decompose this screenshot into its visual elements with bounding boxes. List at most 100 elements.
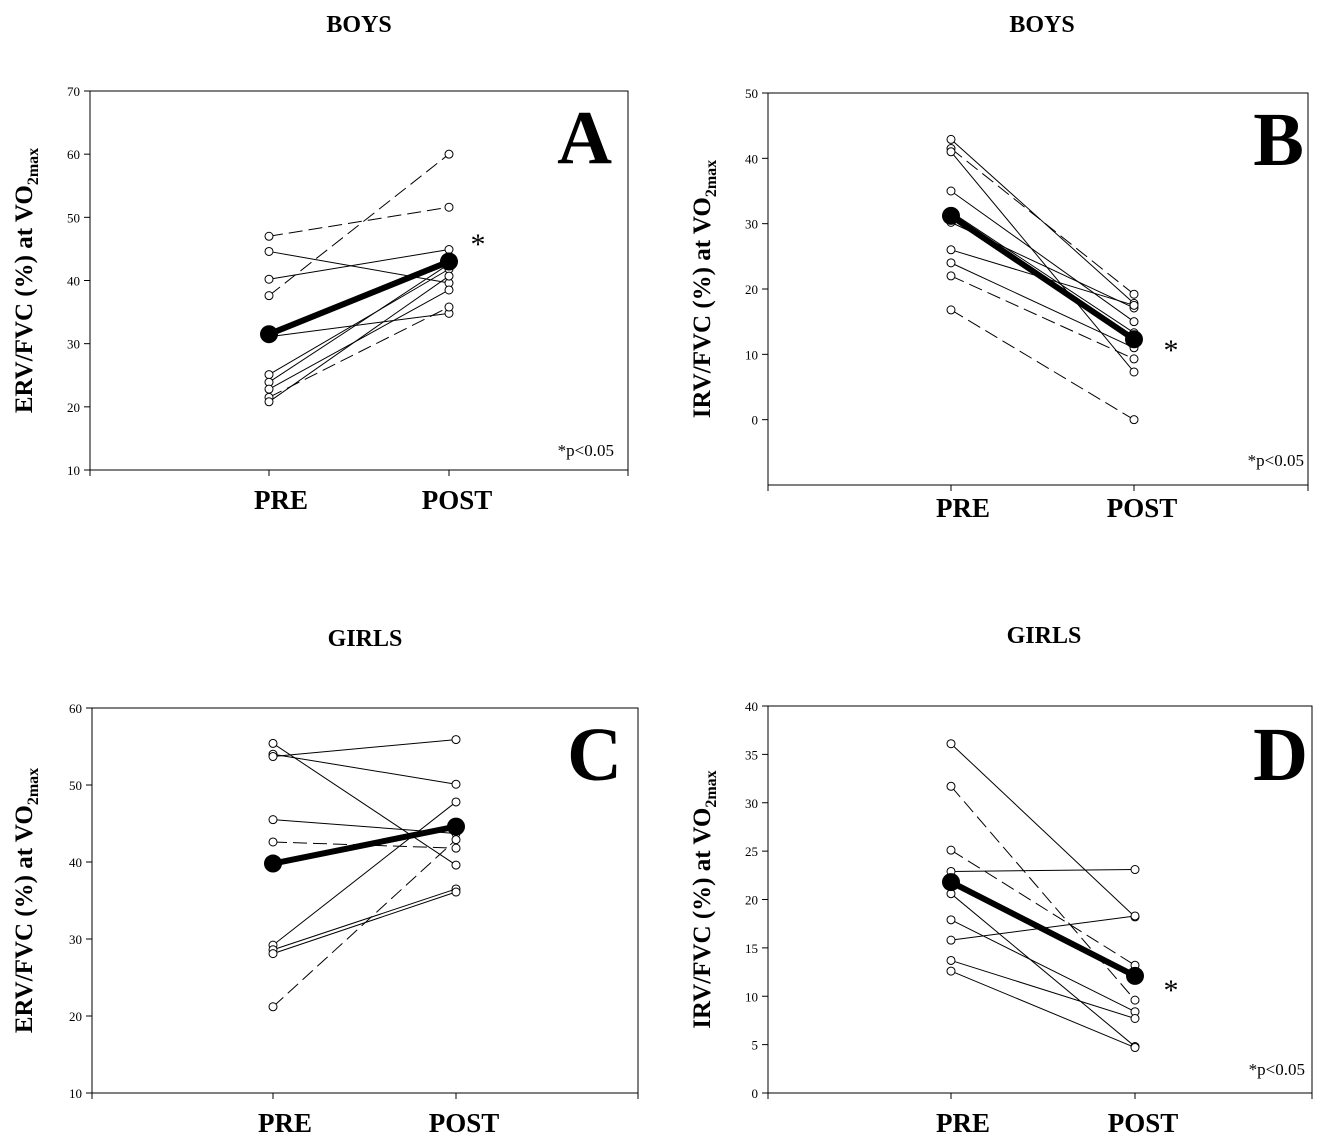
individual-point xyxy=(946,245,956,255)
individual-line xyxy=(272,753,457,785)
individual-point xyxy=(264,384,274,394)
panel-b: BOYS 0 10 20 30 40 50 PRE POST IRV/FVC (%) at VO2… xyxy=(689,12,1309,523)
mean-point xyxy=(942,873,960,892)
individual-line xyxy=(268,249,450,280)
mean-point xyxy=(264,854,282,873)
individual-line xyxy=(272,739,457,758)
y-axis-label: ERV/FVC (%) at VO2max xyxy=(11,768,42,1033)
individual-line xyxy=(950,785,1136,1001)
y-tick-label: 0 xyxy=(752,413,759,428)
individual-line xyxy=(950,262,1135,349)
y-tick-label: 30 xyxy=(67,337,80,352)
y-tick-label: 50 xyxy=(69,778,82,793)
individual-line xyxy=(950,869,1136,872)
y-tick-label: 10 xyxy=(745,347,758,362)
category-label-pre: PRE xyxy=(936,493,990,523)
y-tick-label: 20 xyxy=(745,282,758,297)
individual-point xyxy=(264,370,274,380)
y-axis-label: ERV/FVC (%) at VO2max xyxy=(11,148,42,413)
mean-line xyxy=(272,823,457,867)
category-label-post: POST xyxy=(422,485,493,515)
individual-point xyxy=(946,271,956,281)
category-label-post: POST xyxy=(1107,493,1178,523)
y-tick-label: 20 xyxy=(69,1009,82,1024)
mean-line xyxy=(267,258,451,337)
individual-line xyxy=(950,743,1136,918)
individual-line xyxy=(268,263,450,383)
panel-letter: B xyxy=(1253,98,1304,182)
individual-line xyxy=(268,268,450,376)
y-tick-label: 10 xyxy=(67,463,80,478)
panel-title: BOYS xyxy=(326,12,391,38)
y-tick-label: 40 xyxy=(69,855,82,870)
significance-marker: * xyxy=(471,228,486,261)
individual-point xyxy=(946,147,956,157)
y-tick-label: 10 xyxy=(745,989,758,1004)
p-value-note: *p<0.05 xyxy=(558,441,614,460)
mean-line xyxy=(949,213,1136,342)
y-axis-label-main: IRV/FVC (%) at VO xyxy=(689,197,716,418)
panel-letter: C xyxy=(567,713,622,797)
individual-line xyxy=(950,309,1135,421)
individual-point xyxy=(444,285,454,295)
individual-line xyxy=(268,275,450,403)
individual-point xyxy=(946,915,956,925)
category-label-post: POST xyxy=(1108,1108,1179,1138)
individual-point xyxy=(946,186,956,196)
individual-point xyxy=(1129,367,1139,377)
individual-point xyxy=(1130,865,1140,875)
individual-point xyxy=(451,735,461,745)
mean-point xyxy=(260,325,278,344)
individual-point xyxy=(264,291,274,301)
p-value-note: *p<0.05 xyxy=(1248,451,1304,470)
individual-point xyxy=(946,845,956,855)
individual-point xyxy=(1130,1043,1140,1053)
individual-point xyxy=(268,738,278,748)
individual-point xyxy=(268,837,278,847)
y-tick-label: 5 xyxy=(752,1038,759,1053)
mean-point xyxy=(1126,966,1144,985)
individual-point xyxy=(268,1002,278,1012)
individual-point xyxy=(268,949,278,959)
individual-line xyxy=(272,839,457,1008)
y-tick-label: 30 xyxy=(69,932,82,947)
individual-point xyxy=(264,246,274,256)
y-tick-label: 40 xyxy=(67,274,80,289)
individual-line xyxy=(950,849,1136,966)
p-value-note: *p<0.05 xyxy=(1249,1060,1305,1079)
individual-point xyxy=(1130,911,1140,921)
individual-line xyxy=(950,190,1135,323)
individual-point xyxy=(946,966,956,976)
mean-point xyxy=(440,252,458,271)
mean-point xyxy=(942,206,960,225)
plot-frame xyxy=(767,92,1309,486)
y-axis-label-main: ERV/FVC (%) at VO xyxy=(11,185,38,413)
individual-point xyxy=(451,779,461,789)
y-tick-label: 20 xyxy=(745,893,758,908)
individual-line xyxy=(268,289,450,390)
significance-marker: * xyxy=(1164,974,1179,1007)
y-tick-label: 20 xyxy=(67,400,80,415)
individual-point xyxy=(946,739,956,749)
individual-point xyxy=(444,202,454,212)
plot-frame xyxy=(91,707,639,1094)
individual-line xyxy=(268,306,450,398)
individual-line xyxy=(268,250,450,284)
y-tick-label: 60 xyxy=(67,147,80,162)
individual-point xyxy=(1130,995,1140,1005)
individual-point xyxy=(451,843,461,853)
y-axis-label-subscript: 2max xyxy=(703,160,720,197)
individual-point xyxy=(1129,300,1139,310)
individual-point xyxy=(946,258,956,268)
panel-title: BOYS xyxy=(1009,12,1074,38)
individual-point xyxy=(1130,1014,1140,1024)
y-tick-label: 70 xyxy=(67,84,80,99)
y-axis-label-main: IRV/FVC (%) at VO xyxy=(689,808,716,1029)
individual-line xyxy=(272,801,457,946)
y-axis-label: IRV/FVC (%) at VO2max xyxy=(689,160,720,418)
y-tick-label: 10 xyxy=(69,1086,82,1101)
category-label-pre: PRE xyxy=(258,1108,312,1138)
individual-point xyxy=(946,935,956,945)
individual-point xyxy=(451,797,461,807)
